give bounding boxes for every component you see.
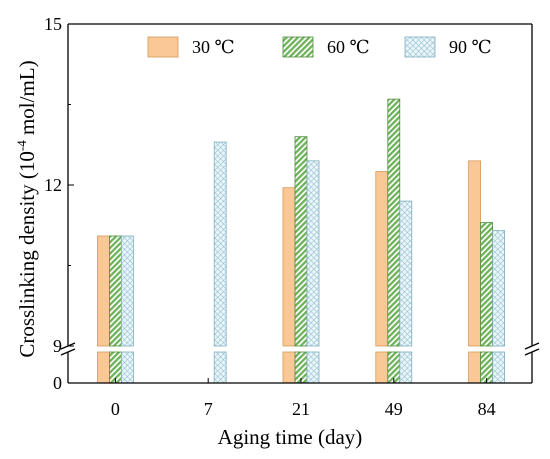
bar-lower-21-90C [306, 351, 320, 384]
axes-layer [60, 23, 540, 384]
bar-7-90C [213, 141, 227, 347]
x-tick-label-21: 21 [292, 399, 310, 419]
bar-49-90C [399, 200, 413, 347]
bar-49-60C [387, 98, 401, 347]
tick-labels: 9 12 15 0 0 7 21 49 84 [44, 14, 496, 419]
bar-21-60C [294, 136, 308, 347]
x-tick-label-84: 84 [478, 399, 496, 419]
bar-lower-49-30C [375, 351, 389, 384]
x-tick-label-7: 7 [204, 399, 213, 419]
y-axis-label: Crosslinking density (10-4 mol/mL) [14, 60, 39, 358]
bar-lower-21-30C [282, 351, 296, 384]
legend-label-30C: 30 ℃ [192, 37, 235, 57]
bar-lower-84-90C [492, 351, 506, 384]
legend-swatch-60C [282, 36, 314, 58]
bar-lower-49-90C [399, 351, 413, 384]
bar-0-30C [97, 235, 110, 347]
bar-lower-0-90C [121, 351, 134, 384]
bar-0-90C [121, 235, 134, 347]
legend-label-90C: 90 ℃ [449, 37, 492, 57]
x-tick-label-49: 49 [385, 399, 403, 419]
left-break-mark-bottom [60, 348, 76, 356]
bar-lower-7-90C [213, 351, 227, 384]
bar-84-30C [468, 160, 482, 347]
y-tick-label-9: 9 [53, 336, 62, 356]
x-tick-label-0: 0 [111, 399, 120, 419]
legend: 30 ℃ 60 ℃ 90 ℃ [147, 36, 492, 58]
x-axis-label: Aging time (day) [217, 425, 363, 449]
right-break-mark-top [524, 342, 540, 350]
bar-84-60C [480, 222, 494, 347]
bar-21-90C [306, 160, 320, 347]
right-break-mark-bottom [524, 348, 540, 356]
bar-lower-84-30C [468, 351, 482, 384]
y-tick-label-12: 12 [44, 175, 62, 195]
legend-label-60C: 60 ℃ [327, 37, 370, 57]
bar-21-30C [282, 187, 296, 347]
bar-0-60C [109, 235, 122, 347]
y-tick-label-15: 15 [44, 14, 62, 34]
legend-swatch-90C [404, 36, 436, 58]
bars-layer [97, 98, 506, 384]
y-tick-label-lower-0: 0 [53, 373, 62, 393]
bar-84-90C [492, 230, 506, 347]
bar-49-30C [375, 171, 389, 347]
legend-swatch-30C [147, 36, 179, 58]
bar-lower-0-30C [97, 351, 110, 384]
